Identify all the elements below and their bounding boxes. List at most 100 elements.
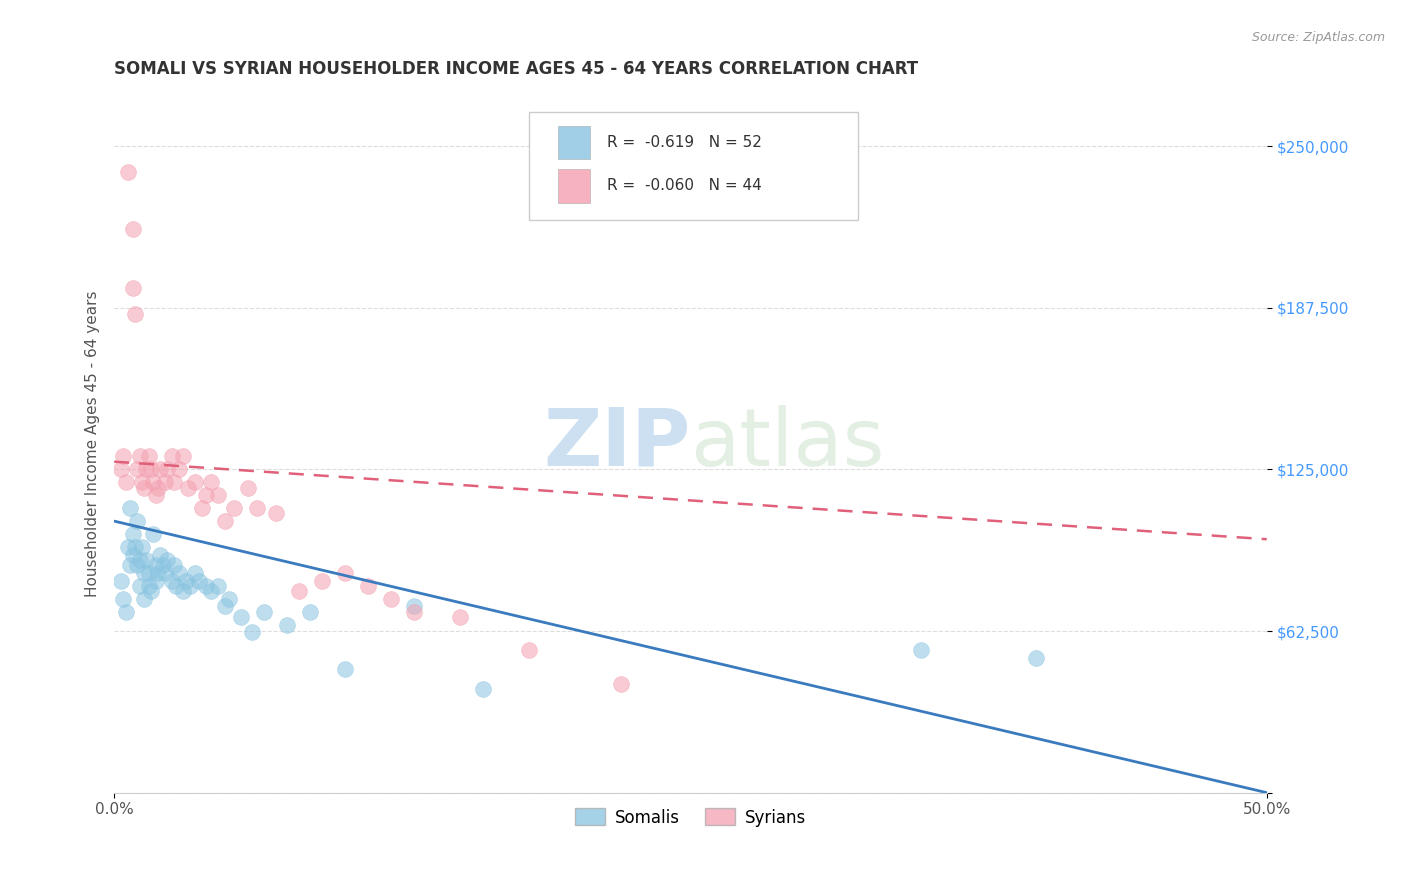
Point — [117, 165, 139, 179]
Point — [120, 501, 142, 516]
Point — [167, 462, 190, 476]
Point — [276, 617, 298, 632]
Point — [299, 605, 322, 619]
Point — [449, 609, 471, 624]
Point — [146, 566, 169, 580]
Point — [236, 481, 259, 495]
Point — [287, 583, 309, 598]
Point — [135, 462, 157, 476]
FancyBboxPatch shape — [529, 112, 858, 220]
Point — [165, 579, 187, 593]
Point — [910, 643, 932, 657]
Point — [472, 682, 495, 697]
Point — [517, 643, 540, 657]
Point — [163, 558, 186, 573]
Point — [127, 514, 149, 528]
Point — [333, 661, 356, 675]
Point — [172, 583, 194, 598]
Point — [153, 475, 176, 490]
Y-axis label: Householder Income Ages 45 - 64 years: Householder Income Ages 45 - 64 years — [86, 290, 100, 597]
Point — [138, 450, 160, 464]
Point — [114, 605, 136, 619]
Point — [121, 281, 143, 295]
Point — [128, 553, 150, 567]
Bar — [558, 126, 591, 159]
Text: R =  -0.060   N = 44: R = -0.060 N = 44 — [607, 178, 762, 194]
Point — [357, 579, 380, 593]
Point — [145, 558, 167, 573]
Point — [112, 450, 135, 464]
Point — [218, 591, 240, 606]
Point — [253, 605, 276, 619]
Point — [149, 548, 172, 562]
Bar — [558, 169, 591, 202]
Point — [138, 566, 160, 580]
Point — [222, 501, 245, 516]
Point — [172, 450, 194, 464]
Point — [121, 548, 143, 562]
Point — [121, 222, 143, 236]
Point — [112, 591, 135, 606]
Point — [188, 574, 211, 588]
Point — [152, 558, 174, 573]
Point — [177, 481, 200, 495]
Point — [142, 527, 165, 541]
Point — [311, 574, 333, 588]
Point — [149, 462, 172, 476]
Point — [153, 566, 176, 580]
Point — [402, 605, 425, 619]
Point — [207, 579, 229, 593]
Point — [184, 475, 207, 490]
Point — [156, 462, 179, 476]
Point — [139, 583, 162, 598]
Point — [200, 475, 222, 490]
Point — [134, 566, 156, 580]
Point — [134, 481, 156, 495]
Point — [114, 475, 136, 490]
Text: atlas: atlas — [690, 405, 884, 483]
Point — [145, 574, 167, 588]
Point — [131, 475, 153, 490]
Point — [214, 599, 236, 614]
Legend: Somalis, Syrians: Somalis, Syrians — [568, 802, 813, 833]
Point — [128, 579, 150, 593]
Point — [184, 566, 207, 580]
Point — [138, 579, 160, 593]
Point — [333, 566, 356, 580]
Point — [120, 558, 142, 573]
Text: ZIP: ZIP — [543, 405, 690, 483]
Point — [195, 488, 218, 502]
Point — [167, 566, 190, 580]
Point — [179, 579, 201, 593]
Point — [127, 462, 149, 476]
Point — [160, 574, 183, 588]
Point — [207, 488, 229, 502]
Point — [242, 625, 264, 640]
Point — [163, 475, 186, 490]
Point — [146, 481, 169, 495]
Point — [131, 540, 153, 554]
Point — [142, 475, 165, 490]
Point — [127, 558, 149, 573]
Point — [402, 599, 425, 614]
Point — [128, 450, 150, 464]
Point — [174, 574, 197, 588]
Point — [1025, 651, 1047, 665]
Text: R =  -0.619   N = 52: R = -0.619 N = 52 — [607, 135, 762, 150]
Point — [139, 462, 162, 476]
Point — [229, 609, 252, 624]
Point — [124, 540, 146, 554]
Point — [380, 591, 402, 606]
Text: Source: ZipAtlas.com: Source: ZipAtlas.com — [1251, 31, 1385, 45]
Point — [117, 540, 139, 554]
Point — [214, 514, 236, 528]
Point — [195, 579, 218, 593]
Point — [264, 507, 287, 521]
Point — [124, 307, 146, 321]
Point — [135, 553, 157, 567]
Point — [110, 574, 132, 588]
Point — [191, 501, 214, 516]
Point — [121, 527, 143, 541]
Text: SOMALI VS SYRIAN HOUSEHOLDER INCOME AGES 45 - 64 YEARS CORRELATION CHART: SOMALI VS SYRIAN HOUSEHOLDER INCOME AGES… — [114, 60, 918, 78]
Point — [110, 462, 132, 476]
